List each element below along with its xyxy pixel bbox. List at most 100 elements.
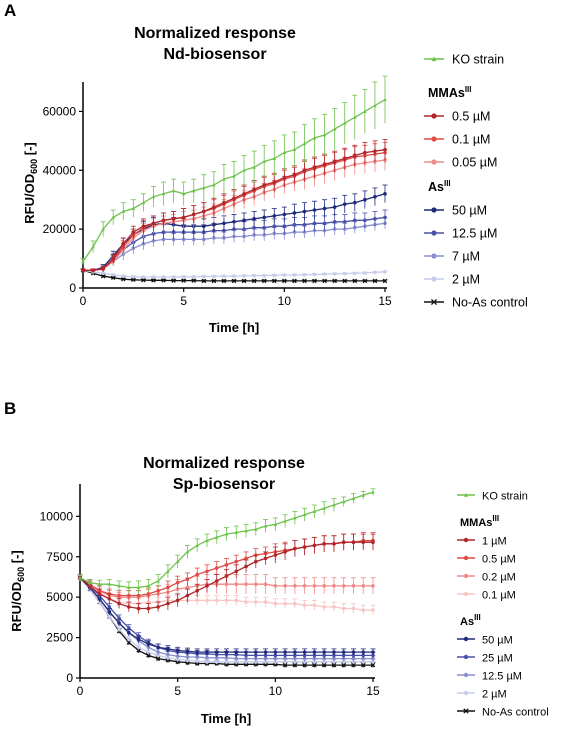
- panel-a-series-0-point-10: [181, 192, 186, 196]
- panel-b: B Normalized response Sp-biosensor RFU/O…: [4, 399, 549, 726]
- panel-b-series-5-point-8: [156, 645, 160, 650]
- panel-a-series-8-point-25: [332, 278, 337, 284]
- panel-a-legend-swatch-marker-4: [431, 159, 437, 165]
- panel-b-series-3-point-23: [302, 584, 307, 588]
- panel-b-legend-label-4: 0.2 µM: [482, 572, 516, 584]
- panel-a-series-5-point-25: [332, 219, 337, 224]
- panel-a-series-4-point-29: [373, 194, 377, 199]
- panel-b-series-1-point-14: [214, 579, 219, 583]
- panel-a-series-0-point-15: [232, 174, 236, 178]
- panel-a-series-8-point-21: [292, 278, 297, 284]
- panel-a-series-8-point-21-stroke-b: [292, 278, 297, 284]
- panel-a-x-tick-label-3: 15: [378, 294, 392, 308]
- panel-a-series-0-point-27: [353, 115, 357, 119]
- panel-b-series-5-point-29: [361, 650, 366, 654]
- panel-a-y-tick-label-3: 60000: [43, 104, 77, 118]
- panel-b-y-tick-label-3: 7500: [46, 550, 73, 564]
- panel-a-series-7-point-13: [212, 274, 216, 279]
- panel-b-series-9-point-24-stroke-b: [312, 662, 317, 668]
- panel-b-series-2-point-8: [156, 588, 160, 593]
- panel-b-y-axis-label: RFU/OD600 [-]: [9, 550, 26, 631]
- panel-b-series-0-point-22: [293, 516, 297, 520]
- panel-b-series-0-point-7: [146, 584, 151, 588]
- panel-a-series-1-point-22: [302, 168, 307, 173]
- panel-b-series-0-point-10: [175, 559, 180, 564]
- panel-a-series-8-point-23-stroke-b: [312, 278, 317, 284]
- panel-a-legend-swatch-marker-10-stroke-b: [430, 298, 438, 306]
- panel-b-series-1-point-8: [156, 605, 160, 609]
- panel-b-legend-item-9: 12.5 µM: [457, 671, 522, 683]
- panel-a-series-4-point-27: [353, 200, 357, 205]
- panel-b-series-9-point-25-stroke-b: [321, 662, 327, 668]
- panel-a-series-1-point-9: [171, 217, 176, 221]
- panel-b-series-5-point-15: [224, 650, 229, 654]
- panel-a-series-0-point-1: [91, 245, 95, 249]
- panel-b-series-5-point-13: [205, 650, 209, 654]
- panel-b-series-8-point-3: [107, 614, 112, 619]
- panel-a-legend-swatch-marker-0: [431, 56, 437, 62]
- panel-a-series-5-point-19: [272, 224, 277, 228]
- panel-b-series-4-point-18: [254, 600, 258, 604]
- panel-b-legend-label-5: 0.1 µM: [482, 590, 516, 602]
- panel-a-series-4-point-22: [302, 209, 307, 214]
- panel-a-series-8-point-25-stroke-b: [332, 278, 337, 284]
- panel-a-legend-item-0: KO strain: [424, 53, 504, 67]
- panel-a-series-8-point-11: [191, 278, 196, 283]
- panel-b-legend-label-2: 1 µM: [482, 536, 507, 548]
- panel-b-series-9-point-22: [292, 662, 298, 668]
- panel-a-y-tick-label-0: 0: [69, 281, 76, 295]
- panel-a-legend-label-10: No-As control: [452, 296, 528, 310]
- panel-b-series-1-point-27: [341, 540, 346, 544]
- panel-b-series-7-point-9: [166, 652, 170, 657]
- panel-a-legend-header-5: AsIII: [428, 179, 451, 194]
- panel-b-series-8-point-7: [146, 650, 151, 654]
- panel-b-series-3-point-19: [263, 582, 268, 587]
- panel-a-legend-item-9: 2 µM: [424, 273, 480, 287]
- panel-a-legend-label-8: 7 µM: [452, 250, 480, 264]
- panel-a-legend-header-5-sup: III: [444, 179, 451, 188]
- panel-a-series-1-point-7: [151, 221, 156, 226]
- panel-b-series-0-point-3: [107, 582, 112, 586]
- panel-a-series-8-point-24: [322, 278, 327, 284]
- panel-b-series-7-point-16: [234, 656, 239, 661]
- panel-a-series-8-point-3-stroke-b: [110, 275, 116, 280]
- panel-a-series-1-point-16: [242, 192, 246, 196]
- panel-a-series-7-point-23: [312, 272, 317, 277]
- panel-a-series-1-point-15: [232, 196, 236, 201]
- panel-b-series-4-point-29: [361, 608, 366, 612]
- panel-b-series-1-point-16: [234, 569, 239, 574]
- panel-a-series-7-point-9: [171, 275, 176, 279]
- panel-b-series-9-point-21-stroke-b: [282, 662, 288, 668]
- panel-b-series-4-point-20: [273, 601, 278, 606]
- panel-a-series-1-point-12: [202, 209, 206, 214]
- panel-a-series-7-point-18: [262, 273, 267, 278]
- panel-a-series-8-point-5: [131, 277, 136, 283]
- panel-a-series-5-point-23: [312, 221, 317, 226]
- panel-b-series-5-point-17: [244, 650, 248, 654]
- panel-a-series-5-point-18: [262, 225, 267, 230]
- panel-a-legend-label-3: 0.1 µM: [452, 133, 490, 147]
- panel-b-series-3-point-22: [293, 584, 297, 588]
- panel-b-series-4-point-28: [351, 606, 356, 611]
- panel-a-series-0-point-25: [332, 127, 337, 131]
- panel-a-series-1-point-2: [101, 267, 105, 271]
- panel-a-legend-swatch-marker-2: [431, 113, 437, 119]
- panel-b-series-3-point-15: [224, 582, 229, 587]
- panel-a-series-1-point-23: [312, 165, 317, 170]
- panel-a-series-5-point-27: [353, 218, 357, 223]
- panel-a-series-8-point-3: [110, 275, 116, 280]
- panel-b-xlabel: Time [h]: [201, 711, 251, 726]
- panel-b-x-tick-label-2: 10: [269, 684, 283, 698]
- panel-b-legend-swatch-marker-10: [463, 690, 469, 696]
- panel-a-series-8-point-19-stroke-b: [272, 278, 277, 284]
- panel-b-series-1-point-3: [107, 596, 112, 601]
- panel-a-series-8-point-22: [302, 278, 307, 284]
- panel-a-series-5-point-26: [342, 219, 347, 224]
- panel-b-series-9-point-24: [312, 662, 317, 668]
- panel-b-series-4-point-15: [224, 598, 229, 603]
- panel-a-series-8-point-14-stroke-b: [221, 278, 227, 284]
- panel-a-series-8-point-17-stroke-b: [251, 278, 257, 284]
- panel-b-series-9-point-7: [146, 653, 151, 658]
- panel-a-series-1-point-13: [212, 205, 216, 209]
